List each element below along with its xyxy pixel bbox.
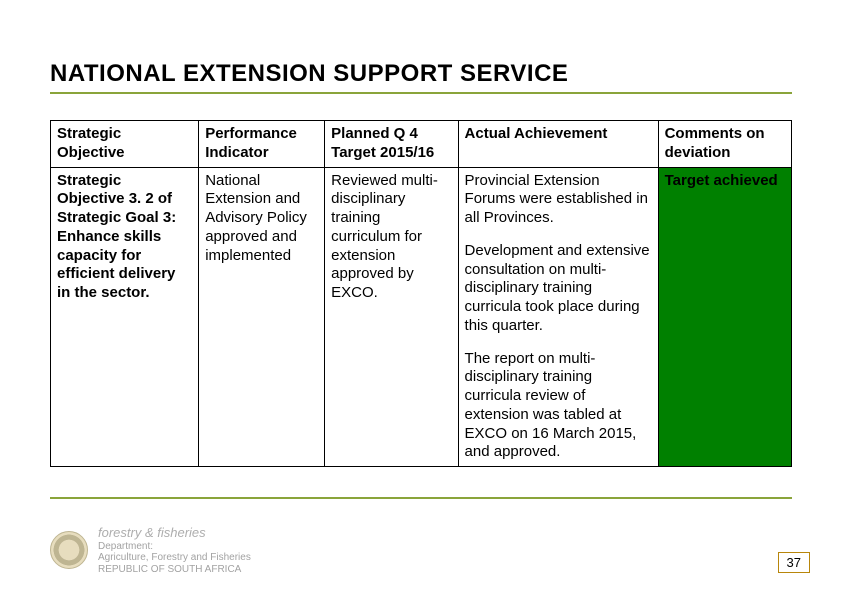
cell-planned-target: Reviewed multi-disciplinary training cur…: [325, 167, 458, 467]
dept-line4: REPUBLIC OF SOUTH AFRICA: [98, 564, 251, 576]
achievement-para-3: The report on multi-disciplinary trainin…: [465, 350, 652, 463]
slide: NATIONAL EXTENSION SUPPORT SERVICE Strat…: [0, 0, 842, 595]
department-text: forestry & fisheries Department: Agricul…: [98, 526, 251, 575]
table-header-row: Strategic Objective Performance Indicato…: [51, 121, 792, 168]
coat-of-arms-icon: [50, 531, 88, 569]
achievement-para-2: Development and extensive consultation o…: [465, 242, 652, 336]
table-row: Strategic Objective 3. 2 of Strategic Go…: [51, 167, 792, 467]
achievement-para-1: Provincial Extension Forums were establi…: [465, 172, 652, 228]
col-header-comments: Comments on deviation: [658, 121, 791, 168]
dept-line2: Department:: [98, 541, 251, 553]
col-header-actual-achievement: Actual Achievement: [458, 121, 658, 168]
col-header-planned-target: Planned Q 4 Target 2015/16: [325, 121, 458, 168]
col-header-performance-indicator: Performance Indicator: [199, 121, 325, 168]
page-title: NATIONAL EXTENSION SUPPORT SERVICE: [50, 60, 792, 94]
content-table: Strategic Objective Performance Indicato…: [50, 120, 792, 467]
cell-comments: Target achieved: [658, 167, 791, 467]
col-header-strategic-objective: Strategic Objective: [51, 121, 199, 168]
dept-line3: Agriculture, Forestry and Fisheries: [98, 552, 251, 564]
footer-department-block: forestry & fisheries Department: Agricul…: [50, 526, 251, 575]
cell-actual-achievement: Provincial Extension Forums were establi…: [458, 167, 658, 467]
footer-accent-line: [50, 497, 792, 499]
dept-line1: forestry & fisheries: [98, 526, 251, 541]
cell-strategic-objective: Strategic Objective 3. 2 of Strategic Go…: [51, 167, 199, 467]
page-number: 37: [778, 552, 810, 573]
cell-performance-indicator: National Extension and Advisory Policy a…: [199, 167, 325, 467]
